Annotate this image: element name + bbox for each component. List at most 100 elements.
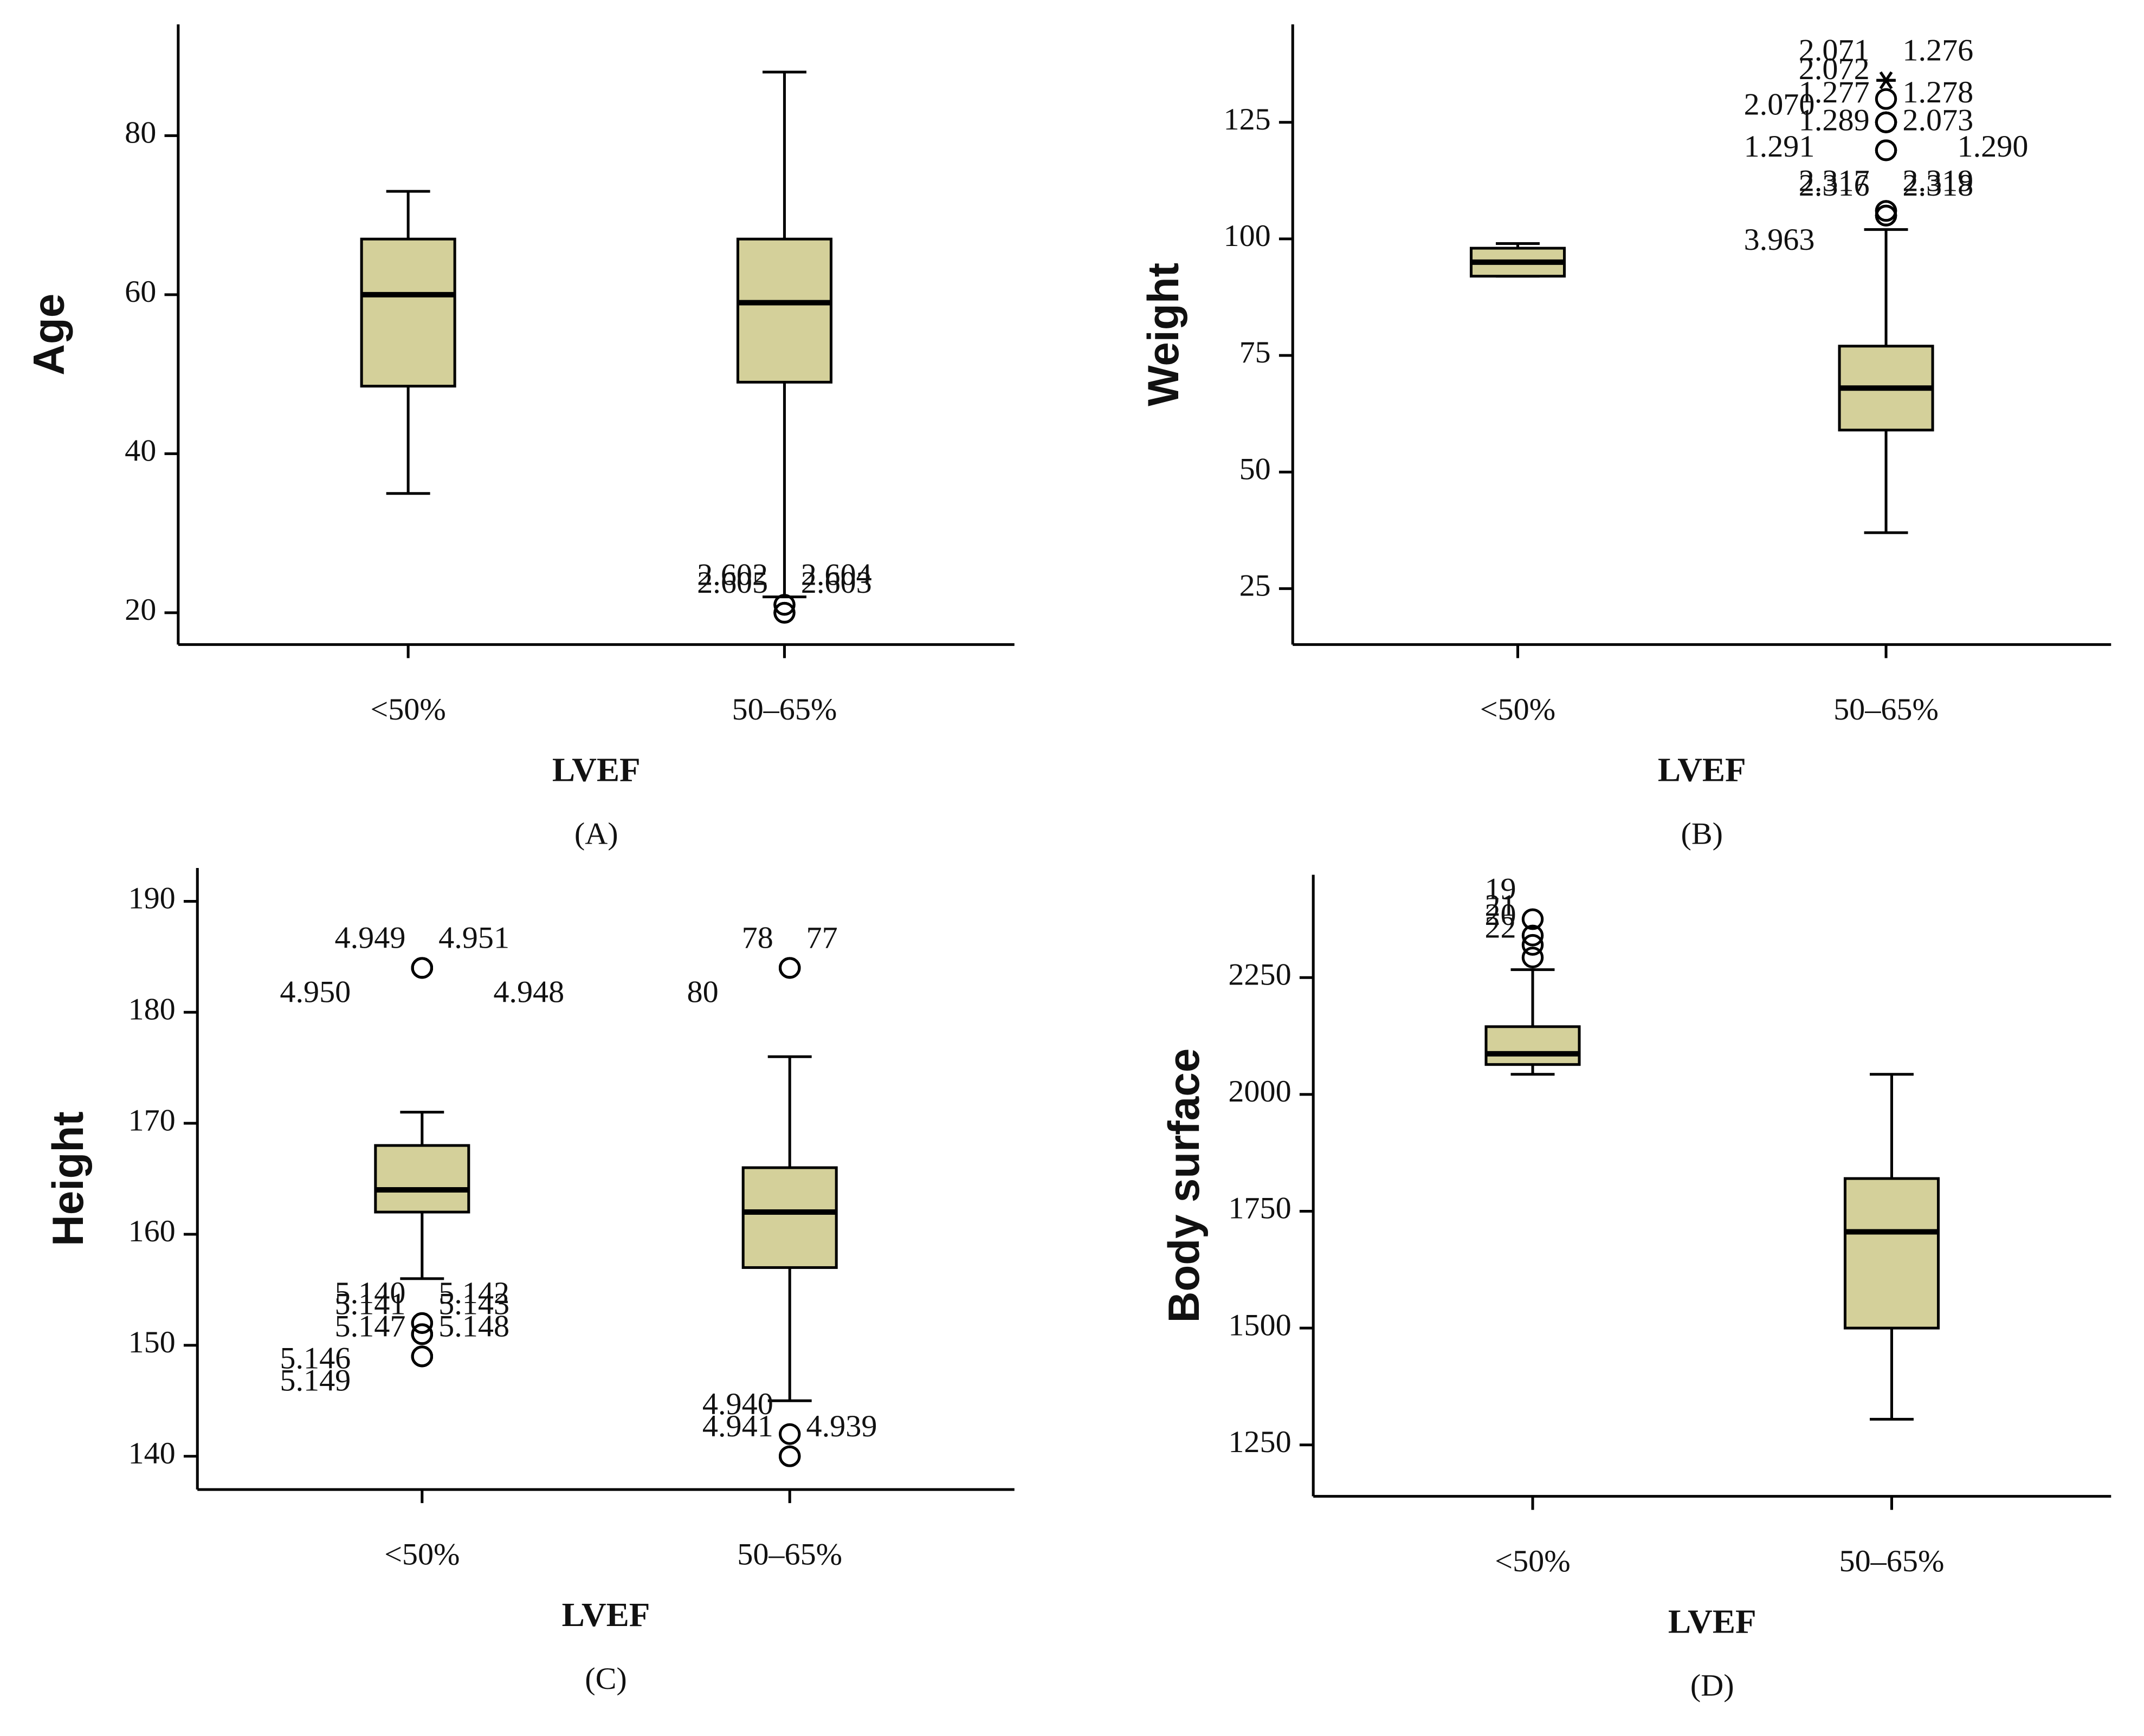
x-tick-label: <50% [370, 691, 445, 727]
y-tick-label: 20 [125, 592, 156, 627]
outlier-label: 80 [687, 974, 718, 1009]
outlier [411, 957, 434, 979]
outlier-label: 2.317 [1799, 163, 1870, 198]
outlier [1875, 111, 1897, 133]
outlier [411, 1323, 434, 1345]
outlier [1521, 908, 1544, 930]
box [741, 1166, 838, 1269]
outlier [1875, 200, 1897, 222]
outlier-label: 2.071 [1799, 33, 1870, 68]
outlier-label: 5.146 [280, 1340, 351, 1376]
x-tick-label: 50–65% [1833, 691, 1939, 727]
outlier [1521, 924, 1544, 947]
outlier-label: 1.289 [1799, 102, 1870, 138]
outlier-label: 5.140 [335, 1275, 406, 1310]
panel-label: (A) [574, 816, 618, 851]
outlier-label: 2.072 [1799, 51, 1870, 86]
y-axis-title: Body surface [1159, 1048, 1209, 1323]
y-tick-label: 190 [128, 880, 175, 916]
x-axis-title: LVEF [562, 1596, 650, 1634]
y-tick-label: 2000 [1228, 1073, 1291, 1109]
outlier [411, 1345, 434, 1368]
outlier-label: 2.604 [801, 557, 872, 592]
outlier-label: 5.142 [438, 1275, 509, 1310]
outlier-label: 5.147 [335, 1309, 406, 1344]
x-tick-label: 50–65% [1839, 1543, 1945, 1578]
outlier-label: 2.316 [1799, 167, 1870, 203]
outlier-label: 2.319 [1902, 163, 1973, 198]
y-tick-label: 100 [1223, 218, 1270, 253]
y-tick-label: 40 [125, 433, 156, 468]
outlier [1521, 934, 1544, 956]
outlier-label: 21 [1484, 888, 1516, 923]
outlier [1875, 204, 1897, 226]
y-tick-label: 25 [1239, 568, 1271, 603]
y-tick-label: 60 [125, 274, 156, 309]
outlier [773, 601, 796, 624]
outlier-label: 2.073 [1902, 102, 1973, 138]
outlier [778, 1445, 801, 1467]
outlier-label: 2.603 [801, 565, 872, 600]
x-tick-label: <50% [384, 1537, 460, 1572]
y-axis-title: Height [43, 1111, 93, 1246]
panel-label: (C) [585, 1661, 627, 1696]
y-tick-label: 125 [1223, 101, 1270, 137]
box [360, 237, 456, 388]
outlier-label: 4.939 [806, 1408, 877, 1443]
outlier-label: 2.318 [1902, 167, 1973, 203]
outlier-label: 2.602 [697, 557, 768, 592]
y-tick-label: 80 [125, 115, 156, 150]
outlier [411, 1312, 434, 1334]
y-tick-label: 160 [128, 1213, 175, 1248]
outlier-label: 20 [1484, 897, 1516, 932]
outlier-label: 4.948 [493, 974, 564, 1009]
y-tick-label: 150 [128, 1324, 175, 1359]
outlier-label: 5.143 [438, 1286, 509, 1322]
outlier-label: 77 [806, 920, 838, 955]
outlier-label: 22 [1484, 910, 1516, 945]
outlier-label: 78 [742, 920, 773, 955]
x-tick-label: 50–65% [737, 1537, 842, 1572]
outlier [1875, 88, 1897, 110]
outlier-label: 5.149 [280, 1363, 351, 1398]
y-tick-label: 180 [128, 992, 175, 1027]
y-tick-label: 1750 [1228, 1190, 1291, 1226]
x-tick-label: <50% [1495, 1543, 1570, 1578]
y-tick-label: 1500 [1228, 1307, 1291, 1343]
outlier-label: 1.276 [1902, 33, 1973, 68]
panel-label: (B) [1681, 816, 1723, 851]
outlier [773, 594, 796, 616]
outlier [1875, 139, 1897, 161]
outlier-label: 1.290 [1958, 128, 2029, 164]
x-tick-label: <50% [1480, 691, 1555, 727]
y-tick-label: 1250 [1228, 1424, 1291, 1459]
box [736, 237, 832, 384]
y-tick-label: 170 [128, 1103, 175, 1138]
outlier-star [1876, 71, 1896, 89]
x-axis-title: LVEF [552, 751, 641, 789]
outlier [778, 1423, 801, 1445]
y-tick-label: 75 [1239, 335, 1271, 370]
outlier [778, 957, 801, 979]
y-tick-label: 2250 [1228, 957, 1291, 992]
outlier [1521, 947, 1544, 969]
outlier-label: 4.949 [335, 920, 406, 955]
outlier-label: 2.605 [697, 565, 768, 600]
x-axis-title: LVEF [1658, 751, 1746, 789]
outlier-label: 4.951 [438, 920, 509, 955]
y-tick-label: 140 [128, 1435, 175, 1471]
y-tick-label: 50 [1239, 451, 1271, 487]
y-axis-title: Weight [1139, 263, 1188, 406]
panel-label: (D) [1690, 1668, 1734, 1703]
outlier-label: 1.291 [1744, 128, 1815, 164]
y-axis-title: Age [24, 294, 74, 375]
outlier-label: 2.070 [1744, 87, 1815, 122]
outlier-label: 5.148 [438, 1309, 509, 1344]
x-axis-title: LVEF [1668, 1603, 1756, 1641]
outlier-label: 1.278 [1902, 74, 1973, 109]
box [1484, 1025, 1581, 1066]
outlier-label: 5.141 [335, 1286, 406, 1322]
outlier-label: 4.950 [280, 974, 351, 1009]
outlier-label: 3.963 [1744, 222, 1815, 257]
